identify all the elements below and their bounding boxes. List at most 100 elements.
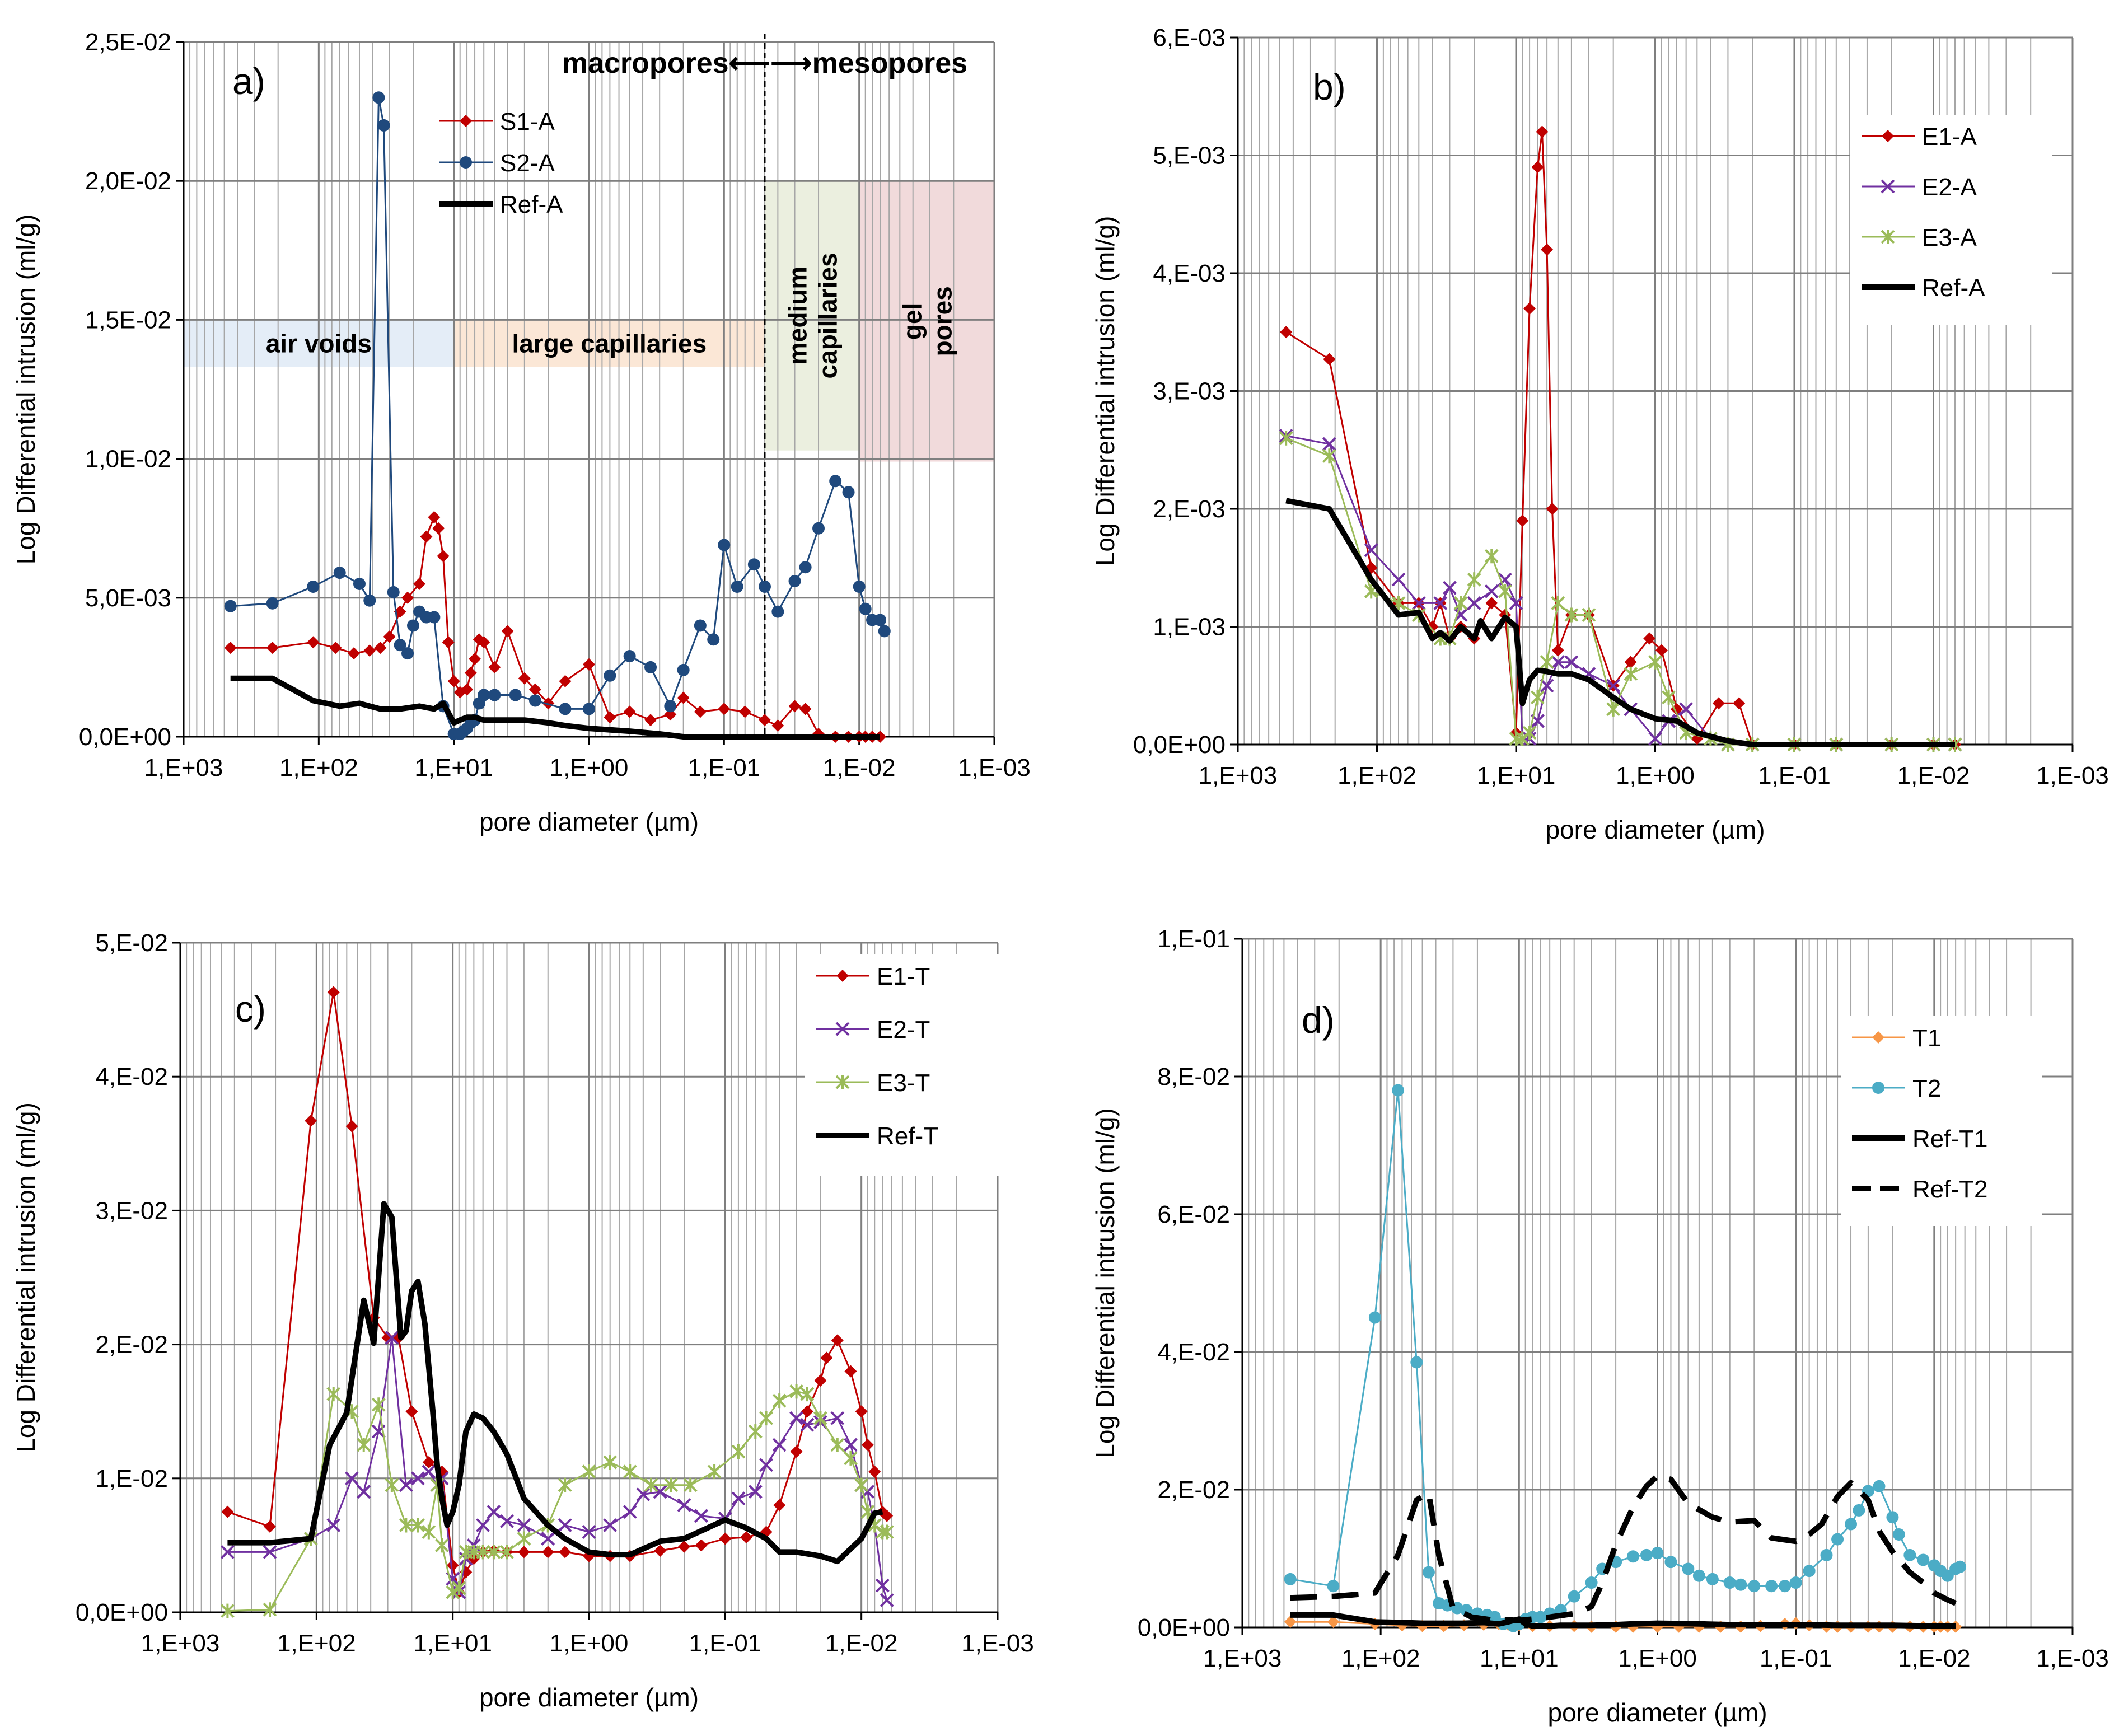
data-point-s1-a <box>583 658 595 671</box>
data-point-t2 <box>1886 1511 1899 1524</box>
legend-background <box>805 954 1007 1176</box>
data-point-s2-a <box>731 580 743 593</box>
data-point-s2-a <box>829 475 842 488</box>
y-tick-label: 2,E-02 <box>1157 1476 1230 1504</box>
data-point-e1-a <box>1624 656 1637 668</box>
data-point-s2-a <box>372 91 385 104</box>
data-point-e1-a <box>1733 697 1746 710</box>
region-2 <box>764 181 859 451</box>
data-point-s1-a <box>771 719 784 732</box>
data-point-t2 <box>1664 1556 1677 1569</box>
data-point-t2 <box>1723 1576 1736 1589</box>
data-point-t2 <box>1954 1560 1967 1573</box>
data-point-e1-t <box>559 1546 572 1559</box>
y-tick-label: 1,0E-02 <box>85 446 171 473</box>
data-point-e2-t <box>517 1518 531 1532</box>
legend-label: Ref-A <box>500 191 563 218</box>
data-point-t2 <box>1651 1547 1664 1560</box>
data-point-e1-t <box>881 1509 894 1522</box>
data-point-e1-t <box>844 1365 857 1378</box>
data-point-e1-t <box>678 1540 691 1553</box>
data-point-t2 <box>1853 1504 1865 1517</box>
data-point-s1-a <box>383 630 396 643</box>
data-point-e1-a <box>1323 353 1336 366</box>
data-point-e1-t <box>861 1439 874 1451</box>
data-point-e1-t <box>264 1520 277 1533</box>
series-line-e3-a <box>1285 437 1955 746</box>
data-point-e3-t <box>452 1580 466 1595</box>
data-point-t2 <box>1284 1573 1297 1585</box>
data-point-s2-a <box>401 647 414 660</box>
region-label-word: pores <box>928 286 957 356</box>
data-point-s1-a <box>224 642 237 654</box>
data-point-s1-a <box>428 511 441 523</box>
data-point-e3-t <box>411 1518 425 1533</box>
data-point-s1-a <box>644 714 657 727</box>
legend-label: Ref-T2 <box>1912 1176 1987 1203</box>
legend-label: E2-A <box>1922 174 1977 201</box>
data-point-e1-a <box>1485 597 1498 610</box>
data-point-e2-a <box>1433 596 1448 610</box>
data-point-e2-a <box>1411 596 1426 610</box>
data-point-e3-a <box>1624 666 1638 681</box>
data-point-t2 <box>1765 1580 1778 1593</box>
data-point-s2-a <box>812 522 825 535</box>
panel-c: 0,0E+00 1,E-02 2,E-02 3,E-02 4,E-02 5,E-02 1,E… <box>11 929 1034 1712</box>
data-point-e1-a <box>1541 243 1554 256</box>
data-point-e3-t <box>476 1545 490 1560</box>
data-point-t2 <box>1820 1548 1833 1561</box>
y-tick-label: 3,E-02 <box>95 1197 168 1224</box>
data-point-e1-t <box>541 1546 554 1559</box>
data-point-e3-t <box>731 1444 746 1459</box>
data-point-e1-t <box>801 1405 813 1418</box>
legend-label: Ref-A <box>1922 274 1985 302</box>
panel-b: 0,0E+00 1,E-03 2,E-03 3,E-03 4,E-03 5,E-03 6,E… <box>1091 24 2109 844</box>
data-point-s2-a <box>758 580 771 593</box>
data-point-t2 <box>1534 1611 1547 1623</box>
panel-d: 0,0E+00 2,E-02 4,E-02 6,E-02 8,E-02 1,E-01 1,E… <box>1091 925 2109 1727</box>
data-point-e1-a <box>1551 644 1564 657</box>
data-point-t2 <box>1831 1533 1844 1546</box>
data-point-e3-a <box>1551 596 1565 611</box>
data-point-e1-t <box>740 1531 753 1544</box>
data-point-s1-a <box>307 636 320 649</box>
legend-background <box>1841 1016 2042 1226</box>
data-point-s1-a <box>528 683 541 696</box>
data-point-e3-a <box>1498 584 1512 599</box>
data-point-e3-t <box>664 1477 678 1492</box>
data-point-e2-t <box>800 1417 815 1432</box>
legend-marker <box>836 970 849 982</box>
data-point-e3-t <box>880 1524 894 1540</box>
data-point-e3-t <box>683 1477 698 1492</box>
data-point-t2 <box>1327 1580 1340 1593</box>
data-point-s2-a <box>559 703 572 715</box>
data-point-e2-t <box>731 1491 746 1506</box>
y-tick-label: 2,5E-02 <box>85 29 171 56</box>
data-point-s2-a <box>604 669 616 682</box>
data-point-t2 <box>1748 1580 1761 1593</box>
legend: T1 T2 Ref-T1 Ref-T2 <box>1841 1016 2042 1226</box>
data-point-s1-a <box>447 675 460 687</box>
data-point-s1-a <box>461 683 474 696</box>
data-point-e3-t <box>399 1518 413 1533</box>
data-point-e1-a <box>1531 161 1544 174</box>
series-line-e2-a <box>1285 435 1955 746</box>
data-point-s2-a <box>478 689 490 701</box>
data-point-s2-a <box>266 597 279 610</box>
data-point-e3-t <box>446 1585 460 1600</box>
region-label-word: gel <box>897 303 927 340</box>
y-tick-label: 4,E-02 <box>1157 1339 1230 1366</box>
legend-marker <box>1872 1031 1884 1044</box>
data-point-e3-t <box>800 1387 815 1402</box>
y-tick-label: 0,0E+00 <box>1138 1614 1230 1641</box>
data-point-t2 <box>1422 1566 1435 1579</box>
y-tick-label: 5,0E-03 <box>85 584 171 612</box>
legend-marker <box>460 115 472 127</box>
data-point-e3-t <box>707 1464 722 1479</box>
legend-label: E1-A <box>1922 123 1977 151</box>
data-point-s2-a <box>307 580 320 593</box>
data-point-s1-a <box>758 714 771 727</box>
legend-label: E3-A <box>1922 224 1977 251</box>
legend: S1-A S2-A Ref-A <box>439 108 563 218</box>
legend-label: T2 <box>1912 1075 1941 1102</box>
